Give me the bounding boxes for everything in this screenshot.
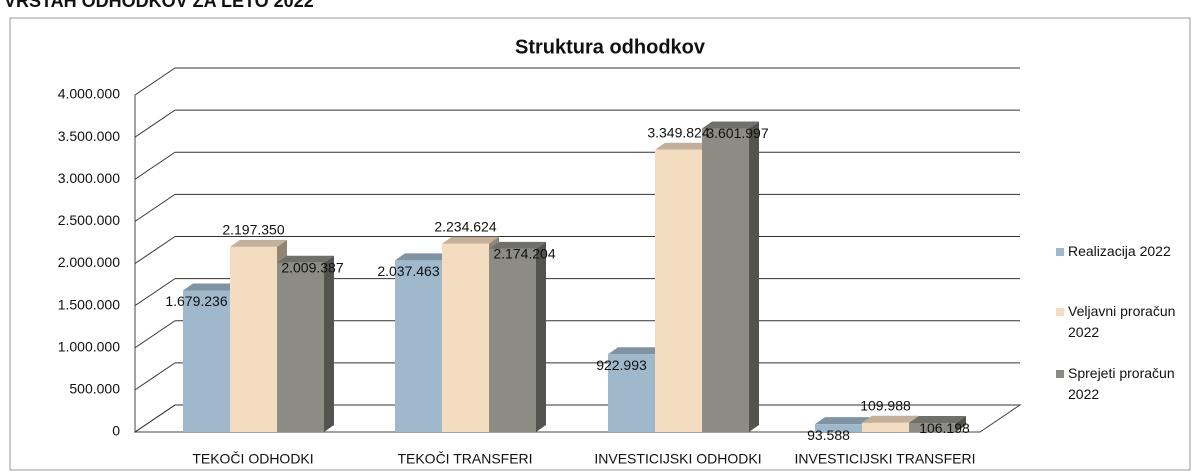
value-label: 2.037.463 — [377, 263, 439, 279]
y-tick-label: 2.000.000 — [58, 254, 120, 270]
bar — [909, 423, 956, 432]
grid-line — [134, 404, 176, 433]
bar-side — [536, 241, 546, 432]
y-tick-label: 1.000.000 — [58, 338, 120, 354]
x-tick-label: TEKOČI TRANSFERI — [397, 451, 532, 467]
bar — [230, 246, 277, 432]
grid-line — [134, 362, 176, 391]
page-heading: VRSTAH ODHODKOV ZA LETO 2022 — [4, 0, 314, 11]
chart-title: Struktura odhodkov — [515, 36, 706, 58]
bar — [815, 424, 862, 432]
legend-label: Sprejeti proračun 2022 — [1068, 365, 1175, 402]
bar-side — [749, 121, 759, 433]
legend-swatch — [1056, 308, 1064, 316]
value-label: 109.988 — [860, 397, 911, 413]
y-tick-label: 4.000.000 — [58, 86, 120, 102]
bar — [702, 128, 749, 433]
value-label: 106.198 — [919, 420, 970, 436]
y-tick-label: 3.500.000 — [58, 128, 120, 144]
bar-top — [277, 255, 334, 263]
value-label: 3.601.997 — [706, 125, 768, 141]
bar-top — [230, 239, 287, 247]
bar-top — [909, 416, 966, 424]
bar-top — [608, 347, 665, 355]
grid-line — [134, 67, 176, 96]
bar-top — [395, 253, 452, 261]
bar-top — [702, 121, 759, 129]
grid-line — [134, 109, 176, 138]
bar-side — [956, 416, 966, 432]
grid-line — [134, 193, 176, 222]
bar — [862, 422, 909, 432]
x-tick-label: INVESTICIJSKI TRANSFERI — [795, 451, 976, 467]
bar — [183, 290, 230, 432]
x-tick-label: TEKOČI ODHODKI — [192, 451, 313, 467]
bar — [608, 354, 655, 432]
value-label: 2.234.624 — [434, 218, 496, 234]
bar-top — [442, 236, 499, 244]
value-label: 2.197.350 — [222, 222, 284, 238]
bar-top — [489, 241, 546, 249]
bar-side — [324, 255, 334, 432]
bar — [655, 149, 702, 432]
legend-label: Veljavni proračun 2022 — [1068, 303, 1176, 340]
grid-line — [134, 320, 176, 349]
legend-label: Realizacija 2022 — [1068, 243, 1171, 259]
bar-top — [183, 283, 240, 291]
bar — [442, 243, 489, 432]
grid-line — [134, 236, 176, 264]
value-label: 922.993 — [596, 357, 647, 373]
bar-top — [862, 415, 919, 423]
bar-top — [815, 417, 872, 425]
value-label: 1.679.236 — [165, 293, 227, 309]
y-tick-label: 2.500.000 — [58, 212, 120, 228]
value-label: 93.588 — [807, 427, 850, 443]
bar-top — [655, 142, 712, 150]
legend-swatch — [1056, 248, 1064, 256]
value-label: 3.349.824 — [647, 124, 709, 140]
y-tick-label: 1.500.000 — [58, 296, 120, 312]
grid-line — [134, 151, 176, 180]
y-tick-label: 500.000 — [69, 381, 120, 397]
bar — [489, 248, 536, 432]
value-label: 2.174.204 — [493, 246, 555, 262]
bar — [395, 260, 442, 432]
bar — [277, 262, 324, 432]
y-tick-label: 3.000.000 — [58, 170, 120, 186]
chart-frame — [9, 17, 1191, 471]
grid-line — [134, 278, 176, 307]
value-label: 2.009.387 — [281, 259, 343, 275]
legend-swatch — [1056, 370, 1064, 378]
y-tick-label: 0 — [112, 423, 120, 439]
x-tick-label: INVESTICIJSKI ODHODKI — [594, 451, 761, 467]
